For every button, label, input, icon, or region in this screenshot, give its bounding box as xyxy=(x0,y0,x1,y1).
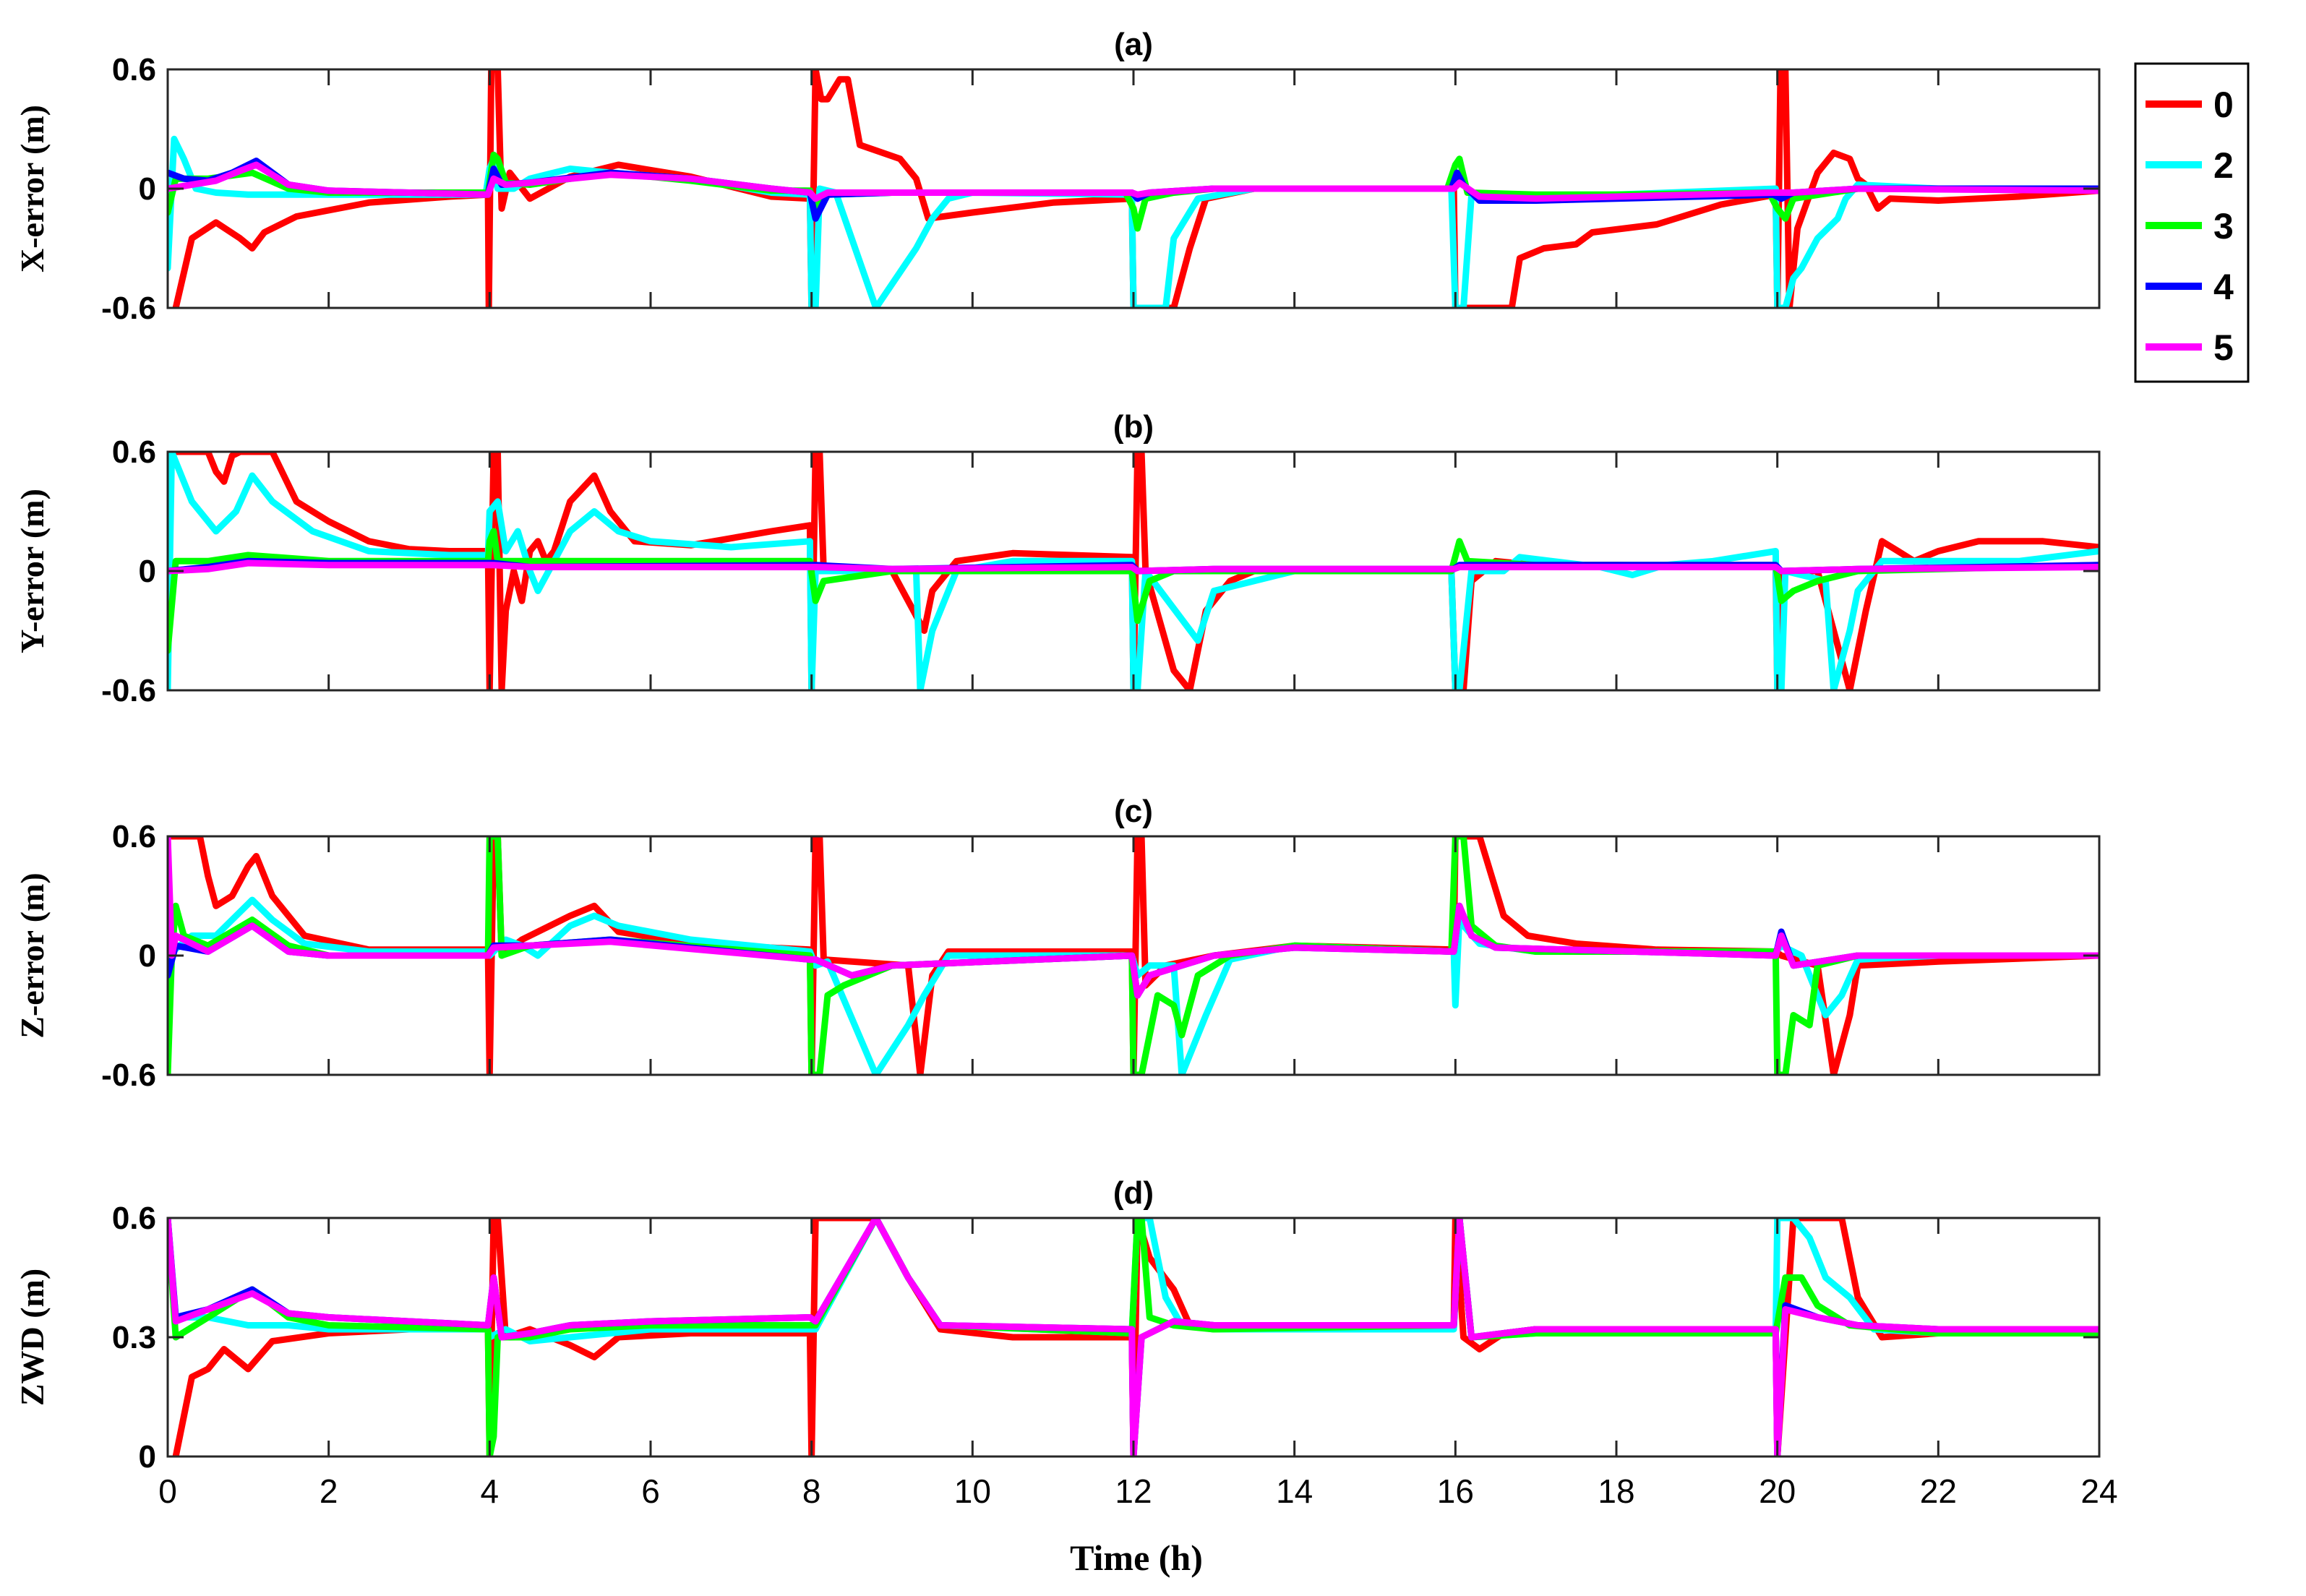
series-line-2 xyxy=(168,452,2099,690)
x-axis-label: Time (h) xyxy=(1070,1537,1203,1578)
x-tick-label: 4 xyxy=(481,1472,500,1510)
x-tick-label: 24 xyxy=(2080,1472,2117,1510)
y-tick-label: 0 xyxy=(139,554,156,589)
x-tick-label: 12 xyxy=(1115,1472,1152,1510)
panels: -0.6 0 0.6 (a) X-error (m) -0.6 0 0.6 (b) Y-error… xyxy=(14,27,2118,1510)
panel-title: (d) xyxy=(1113,1175,1154,1211)
legend-label-2: 2 xyxy=(2213,145,2234,186)
x-tick-label: 2 xyxy=(320,1472,338,1510)
panel-1: -0.6 0 0.6 (a) X-error (m) xyxy=(14,27,2101,326)
y-tick-label: 0.6 xyxy=(112,1201,156,1236)
series-line-5 xyxy=(168,836,2099,999)
y-tick-label: 0.6 xyxy=(112,52,156,87)
y-tick-label: 0 xyxy=(139,1439,156,1475)
y-axis-label: Z-error (m) xyxy=(14,872,51,1038)
y-tick-label: -0.6 xyxy=(101,1057,156,1093)
x-tick-label: 8 xyxy=(802,1472,821,1510)
panel-title: (a) xyxy=(1114,27,1153,62)
x-tick-label: 6 xyxy=(641,1472,660,1510)
y-axis-label: ZWD (m) xyxy=(14,1269,51,1406)
legend-label-0: 0 xyxy=(2213,85,2234,125)
panel-3: -0.6 0 0.6 (c) Z-error (m) xyxy=(14,794,2101,1093)
series-line-5 xyxy=(168,559,2099,575)
x-tick-label: 14 xyxy=(1276,1472,1313,1510)
x-tick-label: 22 xyxy=(1920,1472,1957,1510)
series-line-5 xyxy=(168,161,2099,202)
legend-label-3: 3 xyxy=(2213,206,2234,246)
y-tick-label: -0.6 xyxy=(101,673,156,708)
series-group xyxy=(168,69,2099,308)
legend: 0 2 3 4 5 xyxy=(2134,62,2250,383)
legend-label-4: 4 xyxy=(2213,267,2234,307)
series-line-5 xyxy=(168,1218,2099,1456)
x-tick-label: 20 xyxy=(1759,1472,1796,1510)
series-group xyxy=(168,836,2099,1075)
x-tick-label: 16 xyxy=(1437,1472,1474,1510)
x-tick-label: 0 xyxy=(158,1472,177,1510)
series-group xyxy=(168,452,2099,690)
x-tick-label: 10 xyxy=(954,1472,991,1510)
series-group xyxy=(168,1218,2099,1456)
y-tick-label: 0.3 xyxy=(112,1320,156,1355)
panel-2: -0.6 0 0.6 (b) Y-error (m) xyxy=(14,409,2101,708)
panel-title: (b) xyxy=(1113,409,1154,445)
y-tick-label: 0.6 xyxy=(112,819,156,854)
legend-label-5: 5 xyxy=(2213,327,2234,368)
y-tick-label: 0 xyxy=(139,171,156,207)
x-tick-label: 18 xyxy=(1598,1472,1634,1510)
y-axis-label: Y-error (m) xyxy=(14,489,51,653)
y-axis-label: X-error (m) xyxy=(14,105,51,273)
panel-title: (c) xyxy=(1114,794,1153,829)
y-tick-label: 0.6 xyxy=(112,434,156,470)
y-tick-label: -0.6 xyxy=(101,291,156,326)
y-tick-label: 0 xyxy=(139,938,156,974)
